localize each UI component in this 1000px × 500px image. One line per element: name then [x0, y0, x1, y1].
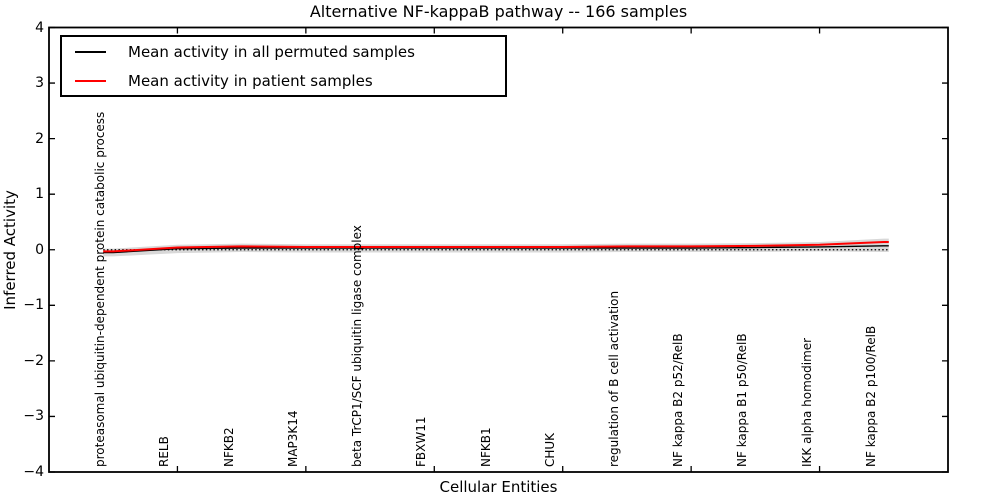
x-category-label: proteasomal ubiquitin-dependent protein … — [93, 111, 108, 467]
legend-item-permuted: Mean activity in all permuted samples — [75, 43, 505, 61]
x-category-label: beta TrCP1/SCF ubiquitin ligase complex — [350, 225, 365, 467]
y-tick-label: 4 — [35, 19, 44, 36]
chart-title: Alternative NF-kappaB pathway -- 166 sam… — [309, 2, 688, 21]
y-tick-label: 1 — [35, 186, 44, 203]
y-tick-label: −4 — [23, 464, 44, 480]
y-tick-label: −1 — [23, 297, 44, 314]
x-category-label: NF kappa B1 p50/RelB — [735, 333, 750, 467]
y-tick-label: 3 — [35, 75, 44, 92]
x-category-label: FBXW11 — [414, 416, 429, 468]
x-category-label: NFKB1 — [478, 427, 493, 467]
x-category-label: MAP3K14 — [285, 410, 300, 467]
x-axis-title: Cellular Entities — [439, 478, 558, 496]
x-category-label: RELB — [157, 436, 172, 467]
x-category-label: NF kappa B2 p100/RelB — [863, 325, 878, 467]
patient-mean-line — [103, 240, 889, 253]
x-category-label: IKK alpha homodimer — [799, 337, 814, 467]
y-tick-label: 2 — [35, 130, 44, 147]
legend-line-patient-icon — [75, 79, 106, 82]
x-category-label: CHUK — [542, 432, 557, 467]
legend: Mean activity in all permuted samples Me… — [60, 35, 507, 97]
legend-label-permuted: Mean activity in all permuted samples — [128, 42, 415, 61]
x-category-label: NF kappa B2 p52/RelB — [671, 333, 686, 467]
legend-line-permuted-icon — [75, 50, 106, 53]
y-tick-label: −2 — [23, 352, 44, 369]
y-tick-label: 0 — [35, 241, 44, 258]
legend-item-patient: Mean activity in patient samples — [75, 72, 505, 90]
y-tick-label: −3 — [23, 408, 44, 425]
permuted-mean-line — [103, 245, 889, 254]
legend-label-patient: Mean activity in patient samples — [128, 71, 373, 90]
axis-ticks — [49, 26, 948, 473]
x-category-label: regulation of B cell activation — [606, 290, 621, 467]
x-category-label: NFKB2 — [221, 427, 236, 467]
